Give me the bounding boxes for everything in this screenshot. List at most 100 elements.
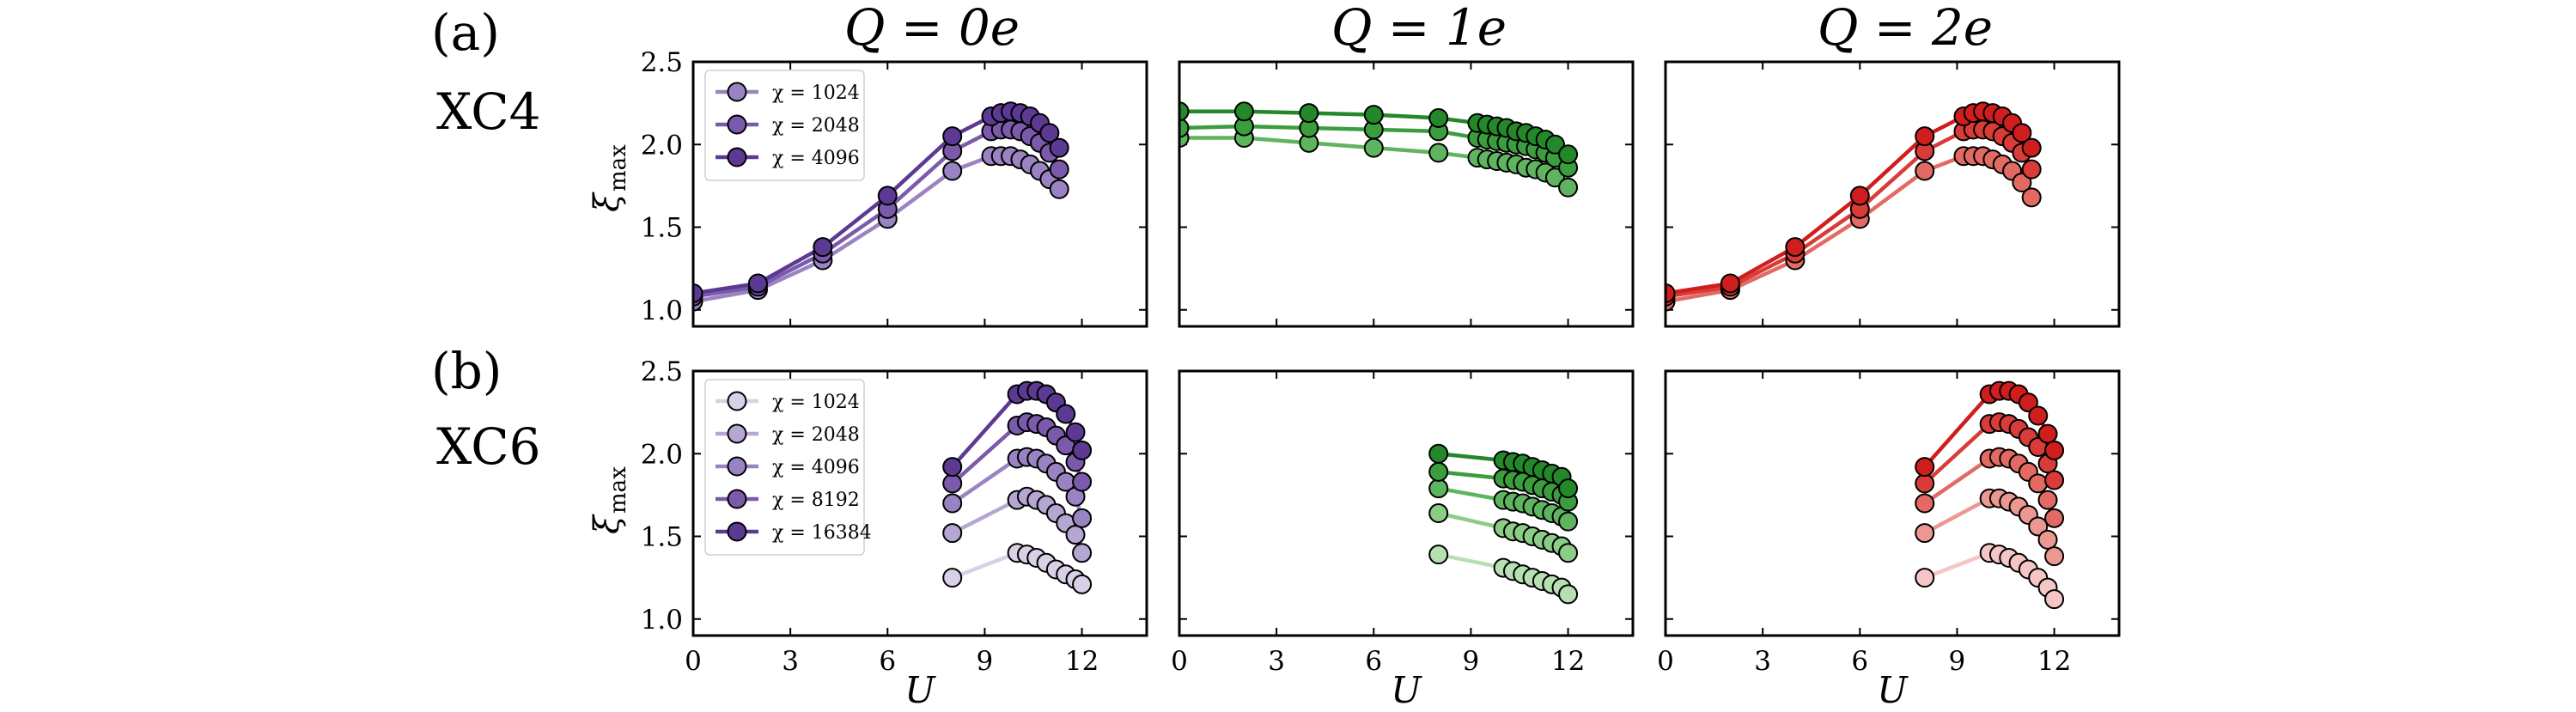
- legend-box: [704, 379, 865, 556]
- data-point: [1072, 574, 1093, 594]
- data-point: [1915, 493, 1935, 514]
- data-point: [1915, 126, 1935, 147]
- panel-label-b: (b): [431, 342, 502, 400]
- data-point: [942, 161, 963, 181]
- data-point: [2044, 546, 2065, 567]
- data-point: [2021, 187, 2042, 208]
- data-point: [2021, 137, 2042, 158]
- axes-frame: [1664, 60, 2121, 328]
- panel-label-a: (a): [431, 3, 500, 62]
- legend-entry: χ = 4096: [772, 457, 860, 478]
- data-point: [1363, 105, 1384, 125]
- data-point: [1065, 422, 1086, 442]
- data-point: [1179, 118, 1190, 138]
- x-tick-label: 12: [1551, 646, 1585, 677]
- x-tick-label: 0: [1657, 646, 1674, 677]
- data-point: [1915, 523, 1935, 544]
- data-point: [1179, 101, 1190, 122]
- panel-b-q0: 0 3 6 9 12 1.0 1.5 2.0 2.5 χ = 1024 χ = 2048 χ = 40…: [641, 356, 1148, 677]
- plot-area: [1666, 101, 2042, 312]
- data-point: [2018, 393, 2038, 413]
- data-point: [1428, 478, 1449, 499]
- x-tick-label: 0: [1171, 646, 1188, 677]
- xlabel-u-q0: U: [904, 669, 936, 711]
- y-tick-label: 1.0: [641, 295, 683, 326]
- data-point: [813, 237, 833, 258]
- legend: χ = 1024 χ = 2048 χ = 4096: [704, 70, 865, 181]
- data-point: [1233, 101, 1254, 122]
- y-tick-label: 2.5: [641, 356, 683, 387]
- data-point: [1428, 461, 1449, 482]
- axes-frame: [1664, 369, 2121, 637]
- data-point: [1666, 283, 1676, 303]
- data-point: [2028, 473, 2049, 494]
- x-tick-label: 9: [977, 646, 994, 677]
- data-point: [1785, 237, 1806, 258]
- data-point: [2044, 470, 2065, 490]
- data-point: [1915, 568, 1935, 588]
- data-point: [1428, 545, 1449, 565]
- axes-frame: [691, 369, 1148, 637]
- legend-swatch-marker: [727, 489, 747, 509]
- data-point: [1849, 186, 1870, 206]
- data-point: [693, 283, 703, 303]
- data-point: [2037, 529, 2058, 550]
- xlabel-u-q2: U: [1877, 669, 1909, 711]
- legend-swatch-marker: [727, 147, 747, 167]
- legend-entry: χ = 2048: [772, 115, 860, 137]
- plot-area: [1179, 101, 1579, 198]
- data-point: [1915, 161, 1935, 181]
- data-point: [942, 523, 963, 544]
- data-point: [1915, 473, 1935, 494]
- data-point: [2044, 440, 2065, 460]
- panel-a-q0: 1.0 1.5 2.0 2.5 χ = 1024 χ = 2048 χ = 4096: [641, 47, 1148, 328]
- data-point: [1915, 457, 1935, 478]
- data-point: [942, 568, 963, 588]
- legend-swatch-marker: [727, 456, 747, 477]
- data-point: [2037, 423, 2058, 444]
- data-point: [1428, 107, 1449, 128]
- row-label-xc6: XC6: [436, 417, 541, 476]
- panel-a-q1: [1178, 60, 1635, 328]
- data-point: [1072, 508, 1093, 528]
- y-tick-label: 1.5: [641, 213, 683, 244]
- data-point: [942, 473, 963, 494]
- ylabel-xi-top: ξ: [588, 192, 627, 212]
- data-point: [1049, 159, 1069, 180]
- data-point: [1049, 137, 1069, 158]
- axes-frame: [691, 60, 1148, 328]
- legend-swatch-marker: [727, 114, 747, 135]
- data-point: [877, 186, 898, 206]
- legend-entry: χ = 4096: [772, 148, 860, 169]
- legend-entry: χ = 8192: [772, 490, 860, 511]
- ylabel-sub-bottom: max: [606, 466, 631, 514]
- y-tick-label: 2.5: [641, 47, 683, 78]
- ylabel-sub-top: max: [606, 144, 631, 192]
- data-point: [1428, 443, 1449, 464]
- panel-b-q1: 0 3 6 9 12: [1171, 369, 1635, 677]
- data-point: [1720, 273, 1740, 294]
- column-title-q2: Q = 2e: [1818, 0, 1993, 57]
- series-line: [1666, 154, 2034, 304]
- data-point: [2044, 589, 2065, 610]
- x-tick-label: 6: [1365, 646, 1382, 677]
- axes-frame: [1178, 60, 1635, 328]
- y-tick-label: 1.0: [641, 605, 683, 636]
- column-title-q0: Q = 0e: [844, 0, 1020, 57]
- data-point: [1072, 440, 1093, 460]
- data-point: [1558, 584, 1579, 605]
- x-tick-label: 6: [879, 646, 896, 677]
- data-point: [1558, 144, 1579, 165]
- x-tick-label: 0: [685, 646, 702, 677]
- x-tick-label: 12: [2037, 646, 2071, 677]
- data-point: [1544, 134, 1565, 155]
- data-point: [2012, 123, 2032, 143]
- data-point: [2037, 490, 2058, 510]
- legend-entry: χ = 1024: [772, 82, 860, 104]
- data-point: [1072, 472, 1093, 492]
- column-title-q1: Q = 1e: [1331, 0, 1507, 57]
- data-point: [747, 273, 768, 294]
- y-tick-label: 1.5: [641, 522, 683, 553]
- x-tick-label: 9: [1949, 646, 1966, 677]
